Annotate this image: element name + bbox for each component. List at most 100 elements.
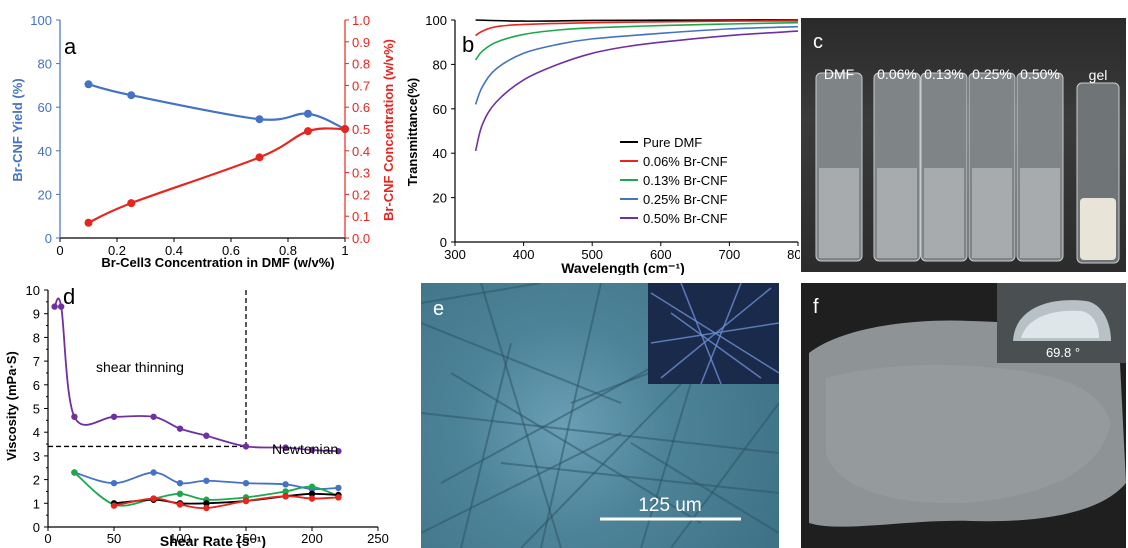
e-fiber	[540, 283, 602, 548]
d-point-4	[203, 504, 210, 512]
a-y-tick-label: 40	[38, 144, 52, 159]
b-legend-label: 0.50% Br-CNF	[643, 211, 728, 226]
panel-label-a: a	[64, 34, 77, 59]
d-point-4	[335, 494, 342, 501]
d-y-tick-label: 9	[33, 307, 40, 322]
d-point-0	[203, 432, 210, 439]
e-inset-fiber	[650, 322, 779, 344]
e-fiber	[630, 442, 779, 534]
d-point-1	[176, 479, 184, 487]
d-point-2	[282, 488, 289, 495]
a-y2-tick-label: 0.4	[352, 144, 370, 159]
b-series-line-0	[475, 19, 799, 22]
a-point-0	[84, 80, 93, 89]
d-point-0	[110, 413, 118, 420]
e-fiber	[421, 432, 622, 534]
e-inset-fiber	[670, 312, 762, 379]
c-vial-label: 0.50%	[1020, 66, 1060, 82]
b-y-tick-label: 40	[433, 146, 447, 161]
a-point-1	[341, 125, 349, 133]
a-y2-tick-label: 1.0	[352, 13, 370, 28]
e-inset-fiber	[700, 283, 742, 385]
a-y2-tick-label: 0.9	[352, 35, 370, 50]
d-point-0	[176, 425, 184, 432]
d-x-tick-label: 200	[301, 531, 323, 546]
c-gel-label: gel	[1089, 67, 1108, 83]
b-y-tick-label: 100	[425, 13, 447, 28]
d-point-4	[282, 492, 289, 500]
a-y-tick-label: 20	[38, 187, 52, 202]
d-x-tick-label: 0	[44, 531, 51, 546]
a-x-tick-label: 1	[341, 243, 348, 258]
a-xlabel: Br-Cell3 Concentration in DMF (w/v%)	[101, 255, 334, 270]
d-point-1	[335, 484, 342, 492]
a-point-1	[255, 153, 264, 162]
d-annotation-shear: shear thinning	[96, 359, 184, 375]
a-point-0	[303, 109, 312, 118]
photo-vials: DMF 0.06% 0.13% 0.25% 0.50% gel c	[801, 18, 1126, 272]
panel-label-f: f	[813, 296, 819, 318]
b-legend-label: 0.06% Br-CNF	[643, 154, 728, 169]
panel-label-d: d	[63, 284, 75, 309]
c-vial-liquid	[1020, 168, 1060, 258]
d-point-4	[242, 497, 250, 505]
a-x-tick-label: 0.6	[222, 243, 240, 258]
a-y2-tick-label: 0.8	[352, 57, 370, 72]
chart-b: 300 400 500 600 700 800 0 20 40 60 80 100 b Pure DM…	[405, 13, 800, 275]
b-ylabel: Transmittance(%)	[405, 78, 420, 186]
d-y-tick-label: 8	[33, 330, 40, 345]
d-point-0	[242, 443, 250, 450]
d-point-1	[110, 479, 118, 487]
a-y-tick-label: 60	[38, 100, 52, 115]
a-y2-tick-label: 0.1	[352, 209, 370, 224]
a-x-tick-label: 0.8	[279, 243, 297, 258]
d-point-0	[335, 447, 342, 455]
c-vial-liquid	[819, 168, 859, 258]
a-point-1	[303, 127, 312, 136]
chart-d: 0 50 100 150 200 250 0 1 2 3 4 5 6 7 8 9 10 d shear thin…	[4, 283, 389, 548]
d-annotation-newtonian: Newtonian	[272, 441, 338, 457]
a-y2-tick-label: 0.7	[352, 78, 370, 93]
d-point-2	[71, 469, 78, 476]
b-series-line-1	[475, 20, 799, 37]
c-vial-liquid	[877, 168, 917, 258]
a-y2-tick-label: 0.6	[352, 100, 370, 115]
a-y2-tick-label: 0.0	[352, 231, 370, 246]
e-fiber	[421, 412, 779, 454]
d-point-4	[308, 495, 316, 502]
d-x-tick-label: 50	[107, 531, 121, 546]
b-y-tick-label: 0	[440, 235, 447, 250]
e-fiber	[421, 322, 622, 404]
panel-label-b: b	[462, 32, 474, 57]
d-point-0	[150, 413, 157, 420]
b-x-tick-label: 700	[719, 247, 741, 262]
e-fiber	[670, 402, 779, 548]
b-y-tick-label: 60	[433, 102, 447, 117]
d-point-3	[308, 490, 316, 498]
e-fiber	[460, 342, 512, 548]
d-point-1	[203, 477, 210, 484]
a-x-tick-label: 0	[56, 243, 63, 258]
d-y-tick-label: 3	[33, 449, 40, 464]
c-vial-label: 0.25%	[972, 66, 1012, 82]
c-vial-label: 0.06%	[877, 66, 917, 82]
d-point-0	[51, 303, 58, 310]
d-point-4	[150, 495, 157, 502]
c-vial-liquid	[972, 168, 1012, 258]
a-y2-tick-label: 0.5	[352, 122, 370, 137]
a-x-tick-label: 0.2	[108, 243, 126, 258]
e-scale-bar: 125 um	[638, 495, 701, 516]
d-point-2	[176, 490, 184, 498]
d-point-3	[203, 500, 210, 507]
a-series-line-0	[88, 83, 346, 131]
a-point-1	[84, 218, 93, 227]
d-ylabel: Viscosity (mPa·S)	[4, 351, 19, 461]
b-series-line-2	[474, 21, 799, 61]
b-x-tick-label: 800	[787, 247, 800, 262]
e-fiber	[500, 462, 779, 494]
a-point-1	[127, 199, 136, 208]
b-x-tick-label: 600	[650, 247, 672, 262]
d-point-0	[282, 444, 289, 451]
c-gel-contents	[1080, 198, 1116, 260]
d-point-4	[110, 502, 118, 509]
